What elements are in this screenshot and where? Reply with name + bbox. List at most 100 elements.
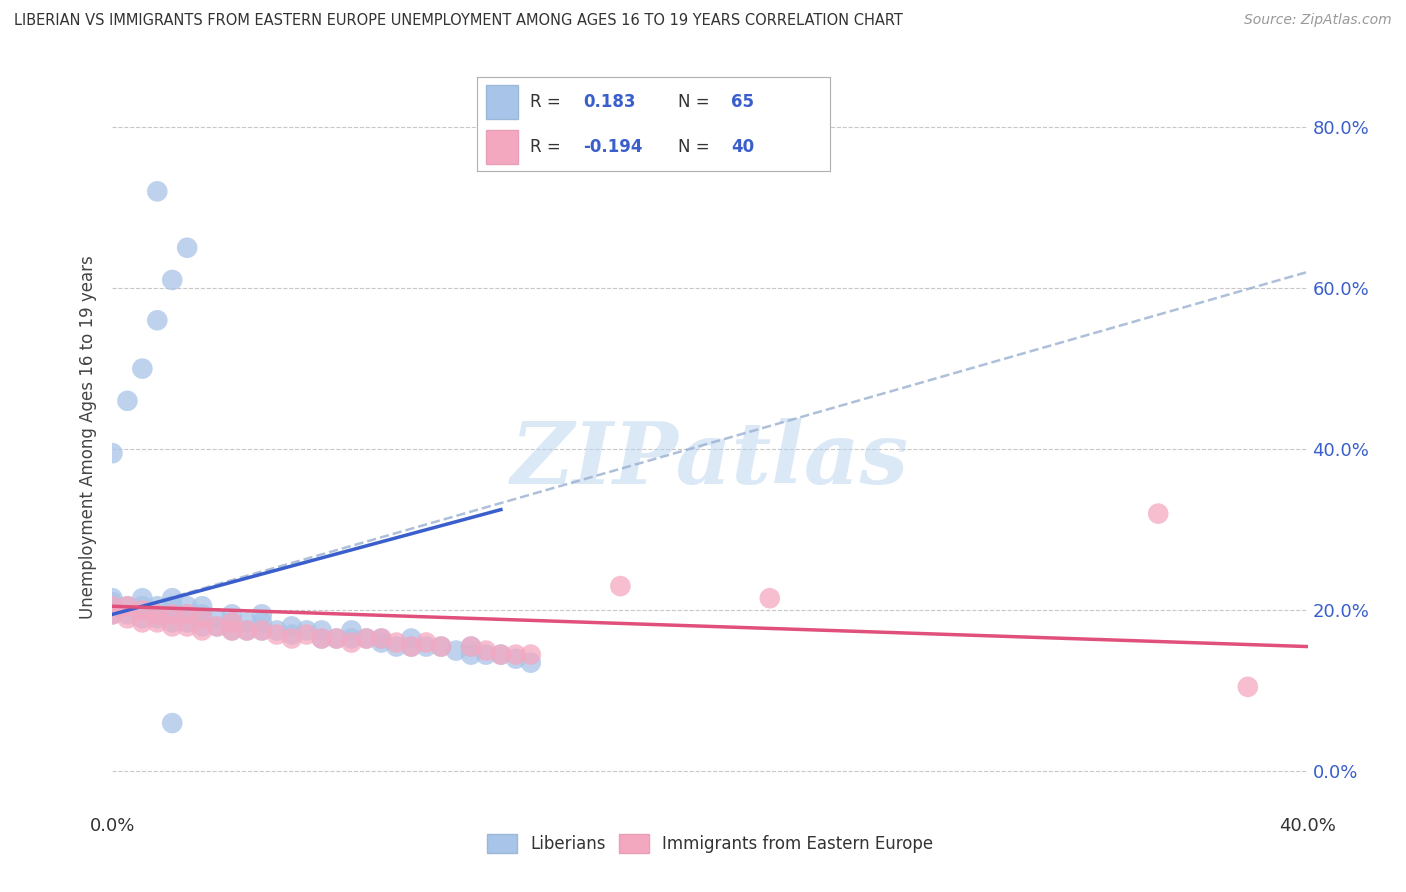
Point — [221, 607, 243, 622]
Point — [236, 615, 259, 630]
Point — [117, 611, 139, 625]
Point — [176, 607, 198, 622]
Point — [191, 599, 214, 614]
Point — [131, 603, 153, 617]
Point — [401, 640, 423, 654]
Point — [146, 611, 169, 625]
Point — [221, 615, 243, 630]
Point — [191, 607, 214, 622]
Point — [370, 632, 392, 646]
Point — [191, 619, 214, 633]
Point — [489, 648, 512, 662]
Point — [117, 393, 139, 408]
Point — [505, 651, 527, 665]
Point — [340, 624, 363, 638]
Point — [609, 579, 631, 593]
Point — [415, 640, 437, 654]
Point — [162, 615, 183, 630]
Point — [176, 241, 198, 255]
Point — [221, 615, 243, 630]
Point — [162, 619, 183, 633]
Point — [520, 648, 543, 662]
Point — [401, 632, 423, 646]
Point — [131, 591, 153, 606]
Point — [146, 313, 169, 327]
Point — [250, 607, 273, 622]
Point — [385, 635, 408, 649]
Point — [191, 624, 214, 638]
Point — [325, 632, 347, 646]
Point — [117, 607, 139, 622]
Point — [101, 607, 124, 622]
Point — [520, 656, 543, 670]
Point — [146, 599, 169, 614]
Point — [191, 611, 214, 625]
Point — [176, 607, 198, 622]
Point — [162, 599, 183, 614]
Point — [325, 632, 347, 646]
Point — [131, 599, 153, 614]
Point — [101, 591, 124, 606]
Point — [146, 607, 169, 622]
Point — [131, 611, 153, 625]
Text: ZIPatlas: ZIPatlas — [510, 417, 910, 501]
Point — [281, 627, 304, 641]
Point — [191, 611, 214, 625]
Point — [430, 640, 453, 654]
Point — [117, 599, 139, 614]
Y-axis label: Unemployment Among Ages 16 to 19 years: Unemployment Among Ages 16 to 19 years — [79, 255, 97, 619]
Point — [131, 615, 153, 630]
Point — [221, 624, 243, 638]
Point — [430, 640, 453, 654]
Point — [295, 627, 318, 641]
Point — [146, 607, 169, 622]
Point — [295, 624, 318, 638]
Point — [101, 599, 124, 614]
Point — [489, 648, 512, 662]
Legend: Liberians, Immigrants from Eastern Europe: Liberians, Immigrants from Eastern Europ… — [479, 827, 941, 860]
Point — [221, 624, 243, 638]
Point — [281, 619, 304, 633]
Point — [356, 632, 378, 646]
Point — [444, 643, 467, 657]
Point — [311, 624, 333, 638]
Point — [131, 603, 153, 617]
Point — [1147, 507, 1170, 521]
Point — [101, 595, 124, 609]
Point — [205, 619, 228, 633]
Point — [460, 640, 482, 654]
Point — [101, 446, 124, 460]
Point — [146, 185, 169, 199]
Point — [162, 273, 183, 287]
Point — [340, 632, 363, 646]
Point — [236, 624, 259, 638]
Point — [146, 615, 169, 630]
Point — [101, 607, 124, 622]
Point — [131, 361, 153, 376]
Point — [460, 648, 482, 662]
Point — [1237, 680, 1260, 694]
Point — [759, 591, 782, 606]
Point — [176, 619, 198, 633]
Point — [176, 615, 198, 630]
Point — [475, 648, 498, 662]
Point — [162, 716, 183, 731]
Point — [460, 640, 482, 654]
Point — [311, 632, 333, 646]
Point — [311, 632, 333, 646]
Point — [356, 632, 378, 646]
Point — [176, 599, 198, 614]
Point — [162, 607, 183, 622]
Point — [340, 635, 363, 649]
Point — [370, 632, 392, 646]
Point — [281, 632, 304, 646]
Point — [117, 599, 139, 614]
Point — [505, 648, 527, 662]
Point — [250, 615, 273, 630]
Point — [205, 611, 228, 625]
Point — [266, 627, 288, 641]
Point — [415, 635, 437, 649]
Point — [205, 619, 228, 633]
Text: Source: ZipAtlas.com: Source: ZipAtlas.com — [1244, 13, 1392, 28]
Point — [250, 624, 273, 638]
